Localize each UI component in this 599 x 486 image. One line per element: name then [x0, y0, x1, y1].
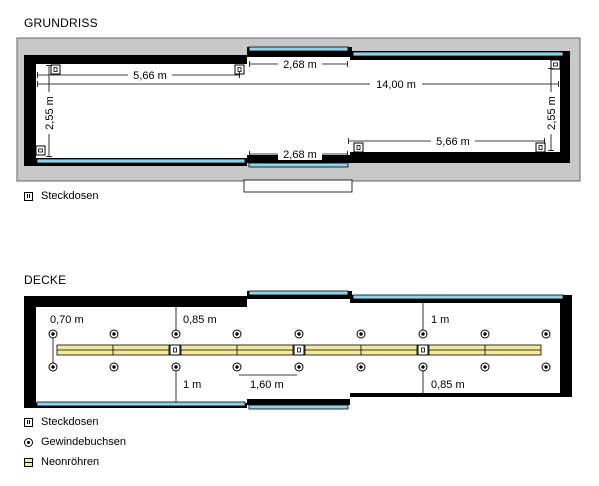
legend-neon: Neonröhren [24, 456, 99, 468]
socket-icon [535, 142, 546, 153]
window-bottom-left [36, 158, 246, 164]
socket-icon [50, 64, 61, 75]
socket-icon [169, 344, 181, 356]
socket-icon [293, 344, 305, 356]
dim-bottom-right: 5,66 m [436, 136, 470, 148]
dim-top-left: 5,66 m [133, 70, 167, 82]
thread-socket-icon [294, 362, 304, 372]
legend-thread: Gewindebuchsen [24, 436, 126, 448]
dim-ceiling-b: 0,85 m [183, 314, 217, 326]
socket-icon [35, 145, 46, 156]
window-top-door [248, 46, 349, 52]
socket-icon [24, 417, 33, 427]
window-ceiling-top-right [352, 294, 564, 300]
socket-icon [24, 191, 33, 201]
window-ceiling-bottom-left [36, 401, 246, 407]
ceiling-walls [24, 291, 572, 408]
dim-ceiling-e: 1,60 m [250, 379, 284, 391]
dim-bottom-door: 2,68 m [283, 149, 317, 161]
thread-socket-icon [109, 362, 119, 372]
dim-right-height: 2,55 m [546, 96, 558, 130]
thread-socket-icon [356, 362, 366, 372]
neon-row [56, 344, 542, 356]
window-ceiling-top-door [248, 290, 349, 296]
ceiling-plan: 0,70 m 0,85 m 1 m 1 m 1,60 m 0,85 m [24, 290, 572, 410]
door-step [243, 179, 353, 193]
thread-socket-icon [541, 362, 551, 372]
legend-ceiling-socket-label: Steckdosen [41, 416, 99, 428]
legend-neon-label: Neonröhren [41, 456, 100, 468]
socket-icon [417, 344, 429, 356]
legend-socket: Steckdosen [24, 190, 98, 202]
dim-ceiling-c: 1 m [431, 314, 449, 326]
dim-ceiling-a: 0,70 m [50, 314, 84, 326]
floorplan-room [36, 57, 560, 158]
dim-top-door: 2,68 m [283, 59, 317, 71]
floorplan-title: GRUNDRISS [24, 16, 98, 30]
ceiling-title: DECKE [24, 273, 67, 287]
thread-socket-icon [480, 329, 490, 339]
socket-icon [550, 59, 561, 70]
window-bottom-door [248, 162, 349, 168]
socket-icon [353, 142, 364, 153]
window-ceiling-bottom-door [248, 404, 349, 410]
dim-ceiling-f: 0,85 m [431, 379, 465, 391]
thread-socket-icon [480, 362, 490, 372]
window-top-right [352, 51, 564, 57]
dim-left-height: 2,55 m [44, 96, 56, 130]
thread-socket-icon [356, 329, 366, 339]
dim-total: 14,00 m [376, 79, 416, 91]
thread-socket-icon [541, 329, 551, 339]
thread-socket-icon [232, 329, 242, 339]
floorplan-walls [24, 47, 570, 166]
thread-socket-icon [109, 329, 119, 339]
legend-thread-label: Gewindebuchsen [41, 436, 127, 448]
legend-ceiling-socket: Steckdosen [24, 416, 98, 428]
dim-ceiling-d: 1 m [183, 379, 201, 391]
thread-socket-icon [294, 329, 304, 339]
legend-socket-label: Steckdosen [41, 190, 99, 202]
neon-tube-icon [24, 457, 33, 467]
thread-socket-icon [24, 437, 33, 447]
thread-socket-icon [232, 362, 242, 372]
floorplan: 5,66 m 2,68 m 14,00 m 2,55 m 2,55 m 2,68… [16, 37, 581, 193]
socket-icon [234, 64, 245, 75]
